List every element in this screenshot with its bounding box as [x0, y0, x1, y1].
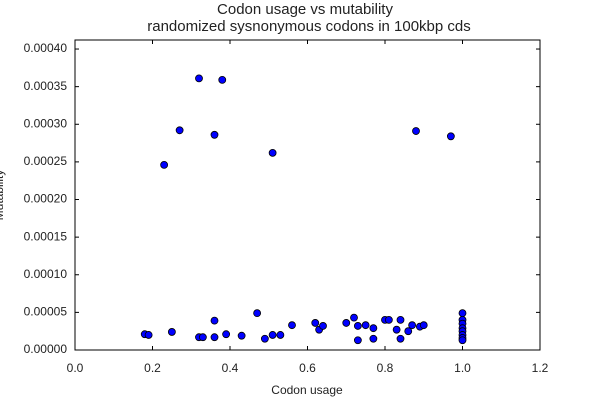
point: [222, 330, 231, 339]
x-tick-label: 0.2: [144, 361, 161, 375]
point: [353, 336, 362, 345]
point: [311, 319, 320, 327]
y-tick-label: 0.00005: [24, 305, 68, 319]
point: [384, 316, 393, 324]
point: [408, 321, 417, 330]
y-tick-label: 0.00020: [24, 192, 68, 206]
point: [396, 334, 405, 343]
point: [260, 334, 269, 343]
x-axis-label: Codon usage: [271, 383, 343, 397]
point: [353, 322, 362, 330]
y-axis-label: Mutability: [0, 170, 6, 221]
point: [268, 148, 277, 157]
point: [369, 334, 378, 343]
point: [446, 132, 455, 141]
x-tick-label: 0.8: [377, 361, 394, 375]
y-tick-label: 0.00000: [24, 342, 68, 356]
point: [458, 309, 467, 318]
point: [167, 328, 176, 336]
point: [175, 126, 184, 135]
x-tick-label: 1.0: [454, 361, 471, 375]
point: [288, 321, 296, 330]
point: [350, 313, 358, 322]
point: [361, 321, 370, 330]
point: [253, 309, 262, 318]
point: [392, 325, 401, 334]
point: [210, 130, 219, 139]
point: [412, 127, 420, 135]
point: [369, 324, 378, 333]
chart-title: Codon usage vs mutability: [217, 1, 393, 18]
y-tick-label: 0.00010: [24, 267, 68, 281]
y-tick-label: 0.00015: [24, 229, 68, 243]
x-tick-label: 1.2: [532, 361, 549, 375]
point: [276, 331, 285, 339]
point: [458, 336, 467, 345]
point: [404, 327, 413, 336]
x-tick-label: 0.4: [222, 361, 239, 375]
point: [396, 316, 405, 324]
y-tick-label: 0.00030: [24, 116, 68, 130]
y-tick-label: 0.00040: [24, 41, 68, 55]
y-tick-label: 0.00035: [24, 79, 68, 93]
point: [198, 333, 207, 342]
point: [160, 161, 169, 169]
point: [319, 322, 327, 330]
y-tick-label: 0.00025: [24, 154, 68, 168]
x-tick-label: 0.0: [67, 361, 84, 375]
x-tick-label: 0.6: [299, 361, 316, 375]
point: [210, 333, 219, 342]
point: [144, 331, 153, 339]
point: [268, 331, 277, 339]
point: [218, 75, 227, 84]
point: [237, 331, 246, 340]
point: [419, 321, 428, 330]
point: [210, 316, 219, 325]
chart-subtitle: randomized sysnonymous codons in 100kbp …: [147, 18, 471, 35]
point: [195, 74, 203, 83]
point: [342, 319, 351, 327]
